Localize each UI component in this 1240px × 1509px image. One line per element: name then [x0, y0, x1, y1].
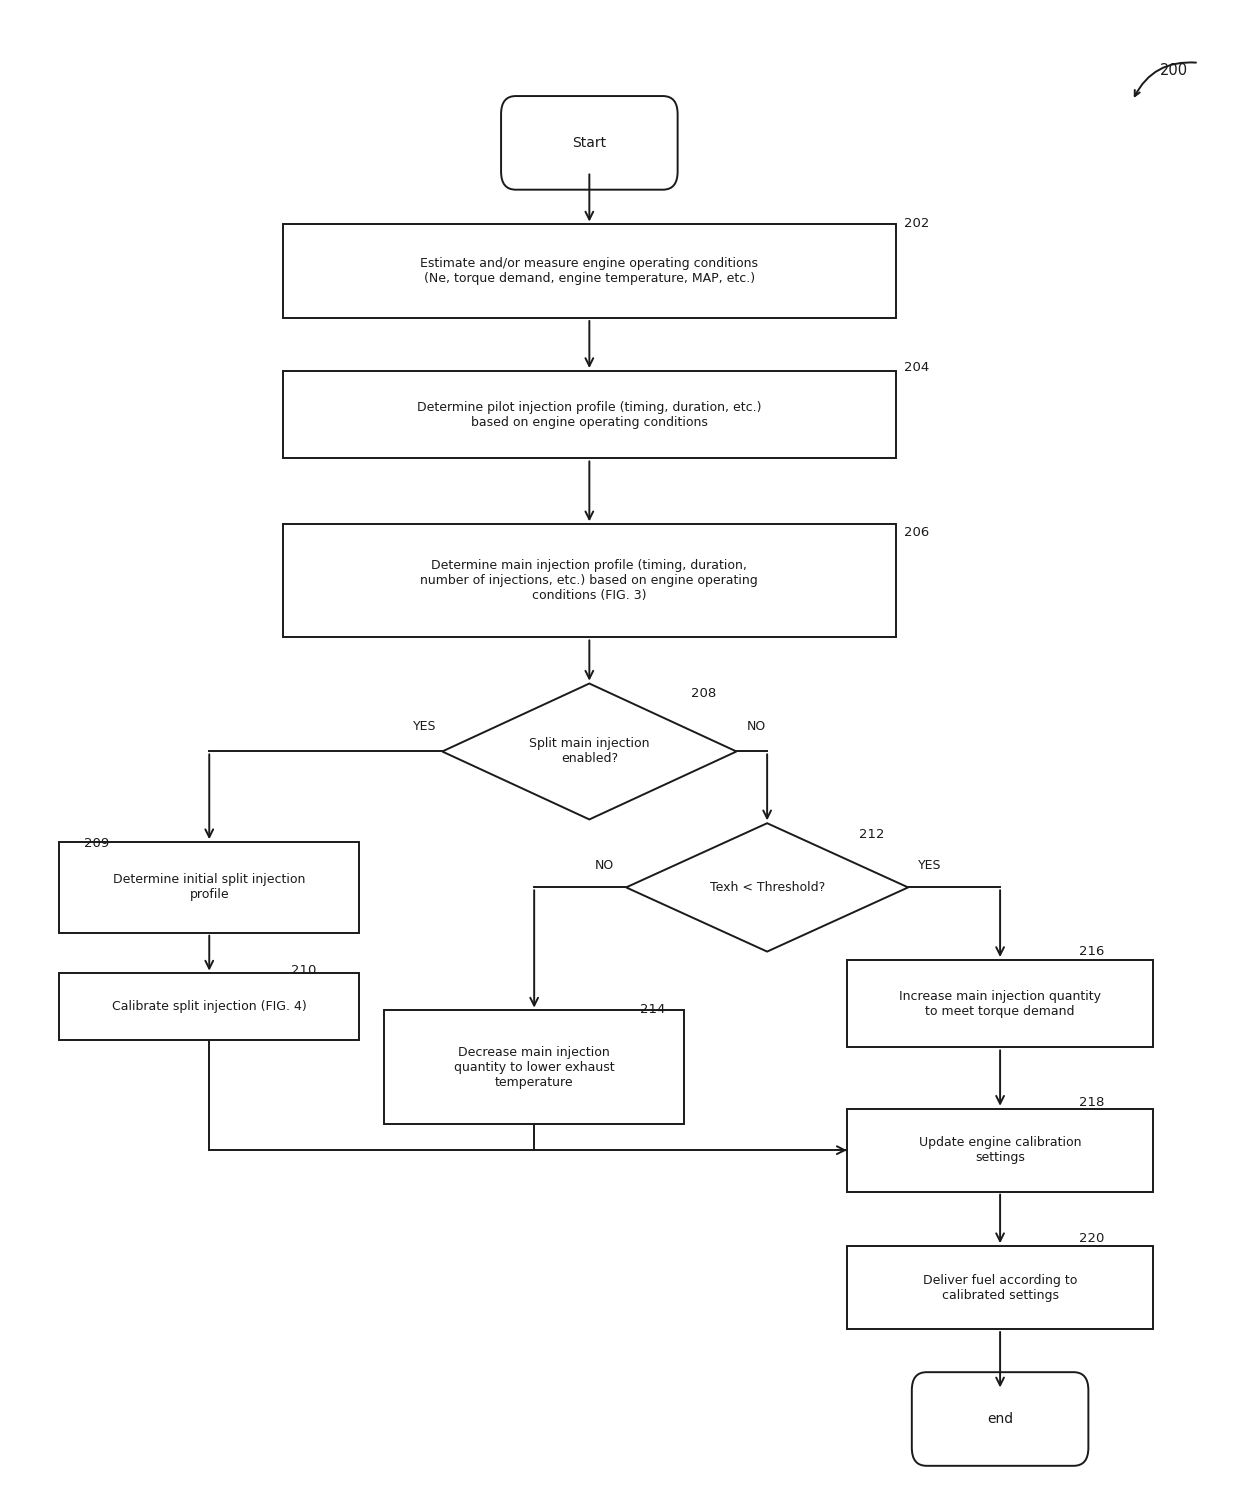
- Text: 206: 206: [904, 525, 930, 539]
- Text: YES: YES: [413, 720, 436, 733]
- Text: end: end: [987, 1412, 1013, 1426]
- Text: 218: 218: [1079, 1097, 1104, 1109]
- FancyBboxPatch shape: [501, 97, 677, 190]
- Bar: [384, 1011, 684, 1124]
- Text: Determine main injection profile (timing, duration,
number of injections, etc.) : Determine main injection profile (timing…: [420, 560, 758, 602]
- Text: Texh < Threshold?: Texh < Threshold?: [709, 881, 825, 893]
- Polygon shape: [626, 824, 908, 952]
- Text: YES: YES: [918, 859, 941, 872]
- Text: 210: 210: [291, 964, 316, 976]
- Text: 202: 202: [904, 217, 930, 231]
- Bar: [283, 524, 895, 637]
- Polygon shape: [443, 684, 737, 819]
- Text: Increase main injection quantity
to meet torque demand: Increase main injection quantity to meet…: [899, 990, 1101, 1017]
- Text: 204: 204: [904, 361, 930, 374]
- FancyBboxPatch shape: [911, 1372, 1089, 1465]
- Bar: [60, 842, 360, 933]
- Text: Calibrate split injection (FIG. 4): Calibrate split injection (FIG. 4): [112, 1000, 306, 1013]
- Text: Estimate and/or measure engine operating conditions
(Ne, torque demand, engine t: Estimate and/or measure engine operating…: [420, 257, 759, 285]
- Text: 220: 220: [1079, 1233, 1104, 1245]
- Text: NO: NO: [746, 720, 765, 733]
- Text: 208: 208: [691, 687, 717, 700]
- Text: Deliver fuel according to
calibrated settings: Deliver fuel according to calibrated set…: [923, 1274, 1078, 1302]
- Bar: [847, 1109, 1153, 1192]
- Text: Update engine calibration
settings: Update engine calibration settings: [919, 1136, 1081, 1163]
- Text: Determine pilot injection profile (timing, duration, etc.)
based on engine opera: Determine pilot injection profile (timin…: [417, 401, 761, 429]
- Text: 209: 209: [84, 836, 109, 850]
- Bar: [847, 960, 1153, 1047]
- Text: Start: Start: [573, 136, 606, 149]
- Bar: [60, 973, 360, 1040]
- Text: 200: 200: [1159, 63, 1188, 78]
- Bar: [283, 225, 895, 318]
- Text: 212: 212: [859, 827, 884, 841]
- Text: 216: 216: [1079, 945, 1104, 958]
- Text: NO: NO: [595, 859, 614, 872]
- Bar: [847, 1246, 1153, 1329]
- Text: Decrease main injection
quantity to lower exhaust
temperature: Decrease main injection quantity to lowe…: [454, 1046, 615, 1088]
- Text: Determine initial split injection
profile: Determine initial split injection profil…: [113, 874, 305, 901]
- Bar: [283, 371, 895, 459]
- Text: Split main injection
enabled?: Split main injection enabled?: [529, 738, 650, 765]
- Text: 214: 214: [640, 1003, 665, 1016]
